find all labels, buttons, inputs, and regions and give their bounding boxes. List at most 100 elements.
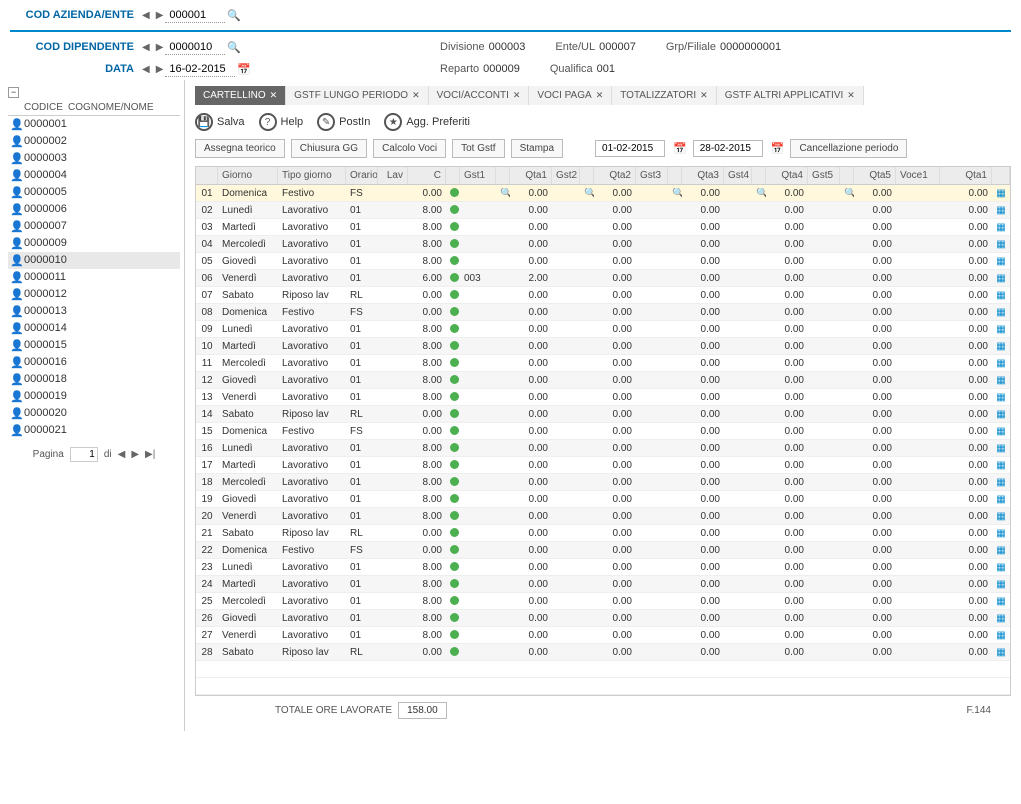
row-detail-icon[interactable]: ▦ (996, 392, 1005, 403)
tab[interactable]: VOCI/ACCONTI✕ (429, 86, 530, 105)
sidebar-item[interactable]: 👤0000021 (8, 422, 180, 439)
cod-azienda-input[interactable] (165, 8, 225, 23)
sidebar-item[interactable]: 👤0000007 (8, 218, 180, 235)
row-detail-icon[interactable]: ▦ (996, 443, 1005, 454)
sidebar-item[interactable]: 👤0000016 (8, 354, 180, 371)
row-detail-icon[interactable]: ▦ (996, 630, 1005, 641)
table-row[interactable]: 01DomenicaFestivoFS0.00🔍0.00🔍0.00🔍0.00🔍0… (196, 185, 1010, 202)
tab-close-icon[interactable]: ✕ (847, 90, 855, 101)
table-row[interactable]: 11MercoledìLavorativo018.000.000.000.000… (196, 355, 1010, 372)
table-row[interactable]: 19GiovedìLavorativo018.000.000.000.000.0… (196, 491, 1010, 508)
row-detail-icon[interactable]: ▦ (996, 324, 1005, 335)
calcolo-button[interactable]: Calcolo Voci (373, 139, 446, 158)
row-detail-icon[interactable]: ▦ (996, 511, 1005, 522)
table-row[interactable]: 10MartedìLavorativo018.000.000.000.000.0… (196, 338, 1010, 355)
azienda-next-icon[interactable]: ▶ (154, 10, 166, 21)
sidebar-item[interactable]: 👤0000003 (8, 150, 180, 167)
table-row[interactable]: 08DomenicaFestivoFS0.000.000.000.000.000… (196, 304, 1010, 321)
sidebar-item[interactable]: 👤0000010 (8, 252, 180, 269)
azienda-prev-icon[interactable]: ◀ (140, 10, 152, 21)
dip-next-icon[interactable]: ▶ (154, 42, 166, 53)
date-from-input[interactable] (595, 140, 665, 157)
sidebar-item[interactable]: 👤0000014 (8, 320, 180, 337)
table-row[interactable]: 17MartedìLavorativo018.000.000.000.000.0… (196, 457, 1010, 474)
sidebar-item[interactable]: 👤0000005 (8, 184, 180, 201)
dip-search-icon[interactable]: 🔍 (227, 41, 241, 54)
data-next-icon[interactable]: ▶ (154, 64, 166, 75)
sidebar-item[interactable]: 👤0000009 (8, 235, 180, 252)
tab-close-icon[interactable]: ✕ (270, 90, 278, 101)
table-row[interactable]: 14SabatoRiposo lavRL0.000.000.000.000.00… (196, 406, 1010, 423)
sidebar-item[interactable]: 👤0000019 (8, 388, 180, 405)
row-detail-icon[interactable]: ▦ (996, 256, 1005, 267)
table-row[interactable]: 16LunedìLavorativo018.000.000.000.000.00… (196, 440, 1010, 457)
lookup-icon[interactable]: 🔍 (584, 188, 594, 199)
row-detail-icon[interactable]: ▦ (996, 545, 1005, 556)
table-row[interactable]: 12GiovedìLavorativo018.000.000.000.000.0… (196, 372, 1010, 389)
sidebar-collapse-icon[interactable]: − (8, 87, 19, 98)
table-row[interactable]: 02LunedìLavorativo018.000.000.000.000.00… (196, 202, 1010, 219)
totgstf-button[interactable]: Tot Gstf (452, 139, 504, 158)
postin-button[interactable]: ✎PostIn (317, 113, 370, 131)
row-detail-icon[interactable]: ▦ (996, 647, 1005, 658)
pager-prev-icon[interactable]: ◀ (118, 449, 126, 460)
table-row[interactable]: 18MercoledìLavorativo018.000.000.000.000… (196, 474, 1010, 491)
lookup-icon[interactable]: 🔍 (844, 188, 854, 199)
row-detail-icon[interactable]: ▦ (996, 341, 1005, 352)
sidebar-item[interactable]: 👤0000020 (8, 405, 180, 422)
tab-close-icon[interactable]: ✕ (513, 90, 521, 101)
cancel-button[interactable]: Cancellazione periodo (790, 139, 907, 158)
lookup-icon[interactable]: 🔍 (500, 188, 510, 199)
tab[interactable]: CARTELLINO✕ (195, 86, 286, 105)
sidebar-item[interactable]: 👤0000004 (8, 167, 180, 184)
row-detail-icon[interactable]: ▦ (996, 358, 1005, 369)
sidebar-item[interactable]: 👤0000011 (8, 269, 180, 286)
row-detail-icon[interactable]: ▦ (996, 409, 1005, 420)
row-detail-icon[interactable]: ▦ (996, 239, 1005, 250)
row-detail-icon[interactable]: ▦ (996, 613, 1005, 624)
salva-button[interactable]: 💾Salva (195, 113, 245, 131)
row-detail-icon[interactable]: ▦ (996, 273, 1005, 284)
row-detail-icon[interactable]: ▦ (996, 375, 1005, 386)
row-detail-icon[interactable]: ▦ (996, 494, 1005, 505)
dip-prev-icon[interactable]: ◀ (140, 42, 152, 53)
row-detail-icon[interactable]: ▦ (996, 460, 1005, 471)
row-detail-icon[interactable]: ▦ (996, 579, 1005, 590)
row-detail-icon[interactable]: ▦ (996, 528, 1005, 539)
table-row[interactable]: 23LunedìLavorativo018.000.000.000.000.00… (196, 559, 1010, 576)
table-row[interactable]: 06VenerdìLavorativo016.000032.000.000.00… (196, 270, 1010, 287)
lookup-icon[interactable]: 🔍 (756, 188, 766, 199)
chiusura-button[interactable]: Chiusura GG (291, 139, 367, 158)
table-row[interactable]: 09LunedìLavorativo018.000.000.000.000.00… (196, 321, 1010, 338)
tab[interactable]: GSTF LUNGO PERIODO✕ (286, 86, 428, 105)
table-row[interactable]: 22DomenicaFestivoFS0.000.000.000.000.000… (196, 542, 1010, 559)
tab-close-icon[interactable]: ✕ (700, 90, 708, 101)
help-button[interactable]: ?Help (259, 113, 304, 131)
table-row[interactable]: 28SabatoRiposo lavRL0.000.000.000.000.00… (196, 644, 1010, 661)
row-detail-icon[interactable]: ▦ (996, 307, 1005, 318)
sidebar-item[interactable]: 👤0000006 (8, 201, 180, 218)
row-detail-icon[interactable]: ▦ (996, 596, 1005, 607)
table-row[interactable]: 15DomenicaFestivoFS0.000.000.000.000.000… (196, 423, 1010, 440)
data-prev-icon[interactable]: ◀ (140, 64, 152, 75)
lookup-icon[interactable]: 🔍 (672, 188, 682, 199)
azienda-search-icon[interactable]: 🔍 (227, 9, 241, 22)
table-row[interactable]: 04MercoledìLavorativo018.000.000.000.000… (196, 236, 1010, 253)
pager-next-icon[interactable]: ▶ (131, 449, 139, 460)
row-detail-icon[interactable]: ▦ (996, 426, 1005, 437)
table-row[interactable]: 20VenerdìLavorativo018.000.000.000.000.0… (196, 508, 1010, 525)
sidebar-item[interactable]: 👤0000001 (8, 116, 180, 133)
table-row[interactable]: 21SabatoRiposo lavRL0.000.000.000.000.00… (196, 525, 1010, 542)
table-row[interactable]: 27VenerdìLavorativo018.000.000.000.000.0… (196, 627, 1010, 644)
row-detail-icon[interactable]: ▦ (996, 222, 1005, 233)
pager-last-icon[interactable]: ▶| (145, 449, 155, 460)
table-row[interactable]: 26GiovedìLavorativo018.000.000.000.000.0… (196, 610, 1010, 627)
row-detail-icon[interactable]: ▦ (996, 562, 1005, 573)
pager-page-input[interactable] (70, 447, 98, 462)
data-input[interactable] (165, 62, 235, 77)
sidebar-item[interactable]: 👤0000015 (8, 337, 180, 354)
row-detail-icon[interactable]: ▦ (996, 290, 1005, 301)
row-detail-icon[interactable]: ▦ (996, 205, 1005, 216)
stampa-button[interactable]: Stampa (511, 139, 563, 158)
sidebar-item[interactable]: 👤0000013 (8, 303, 180, 320)
